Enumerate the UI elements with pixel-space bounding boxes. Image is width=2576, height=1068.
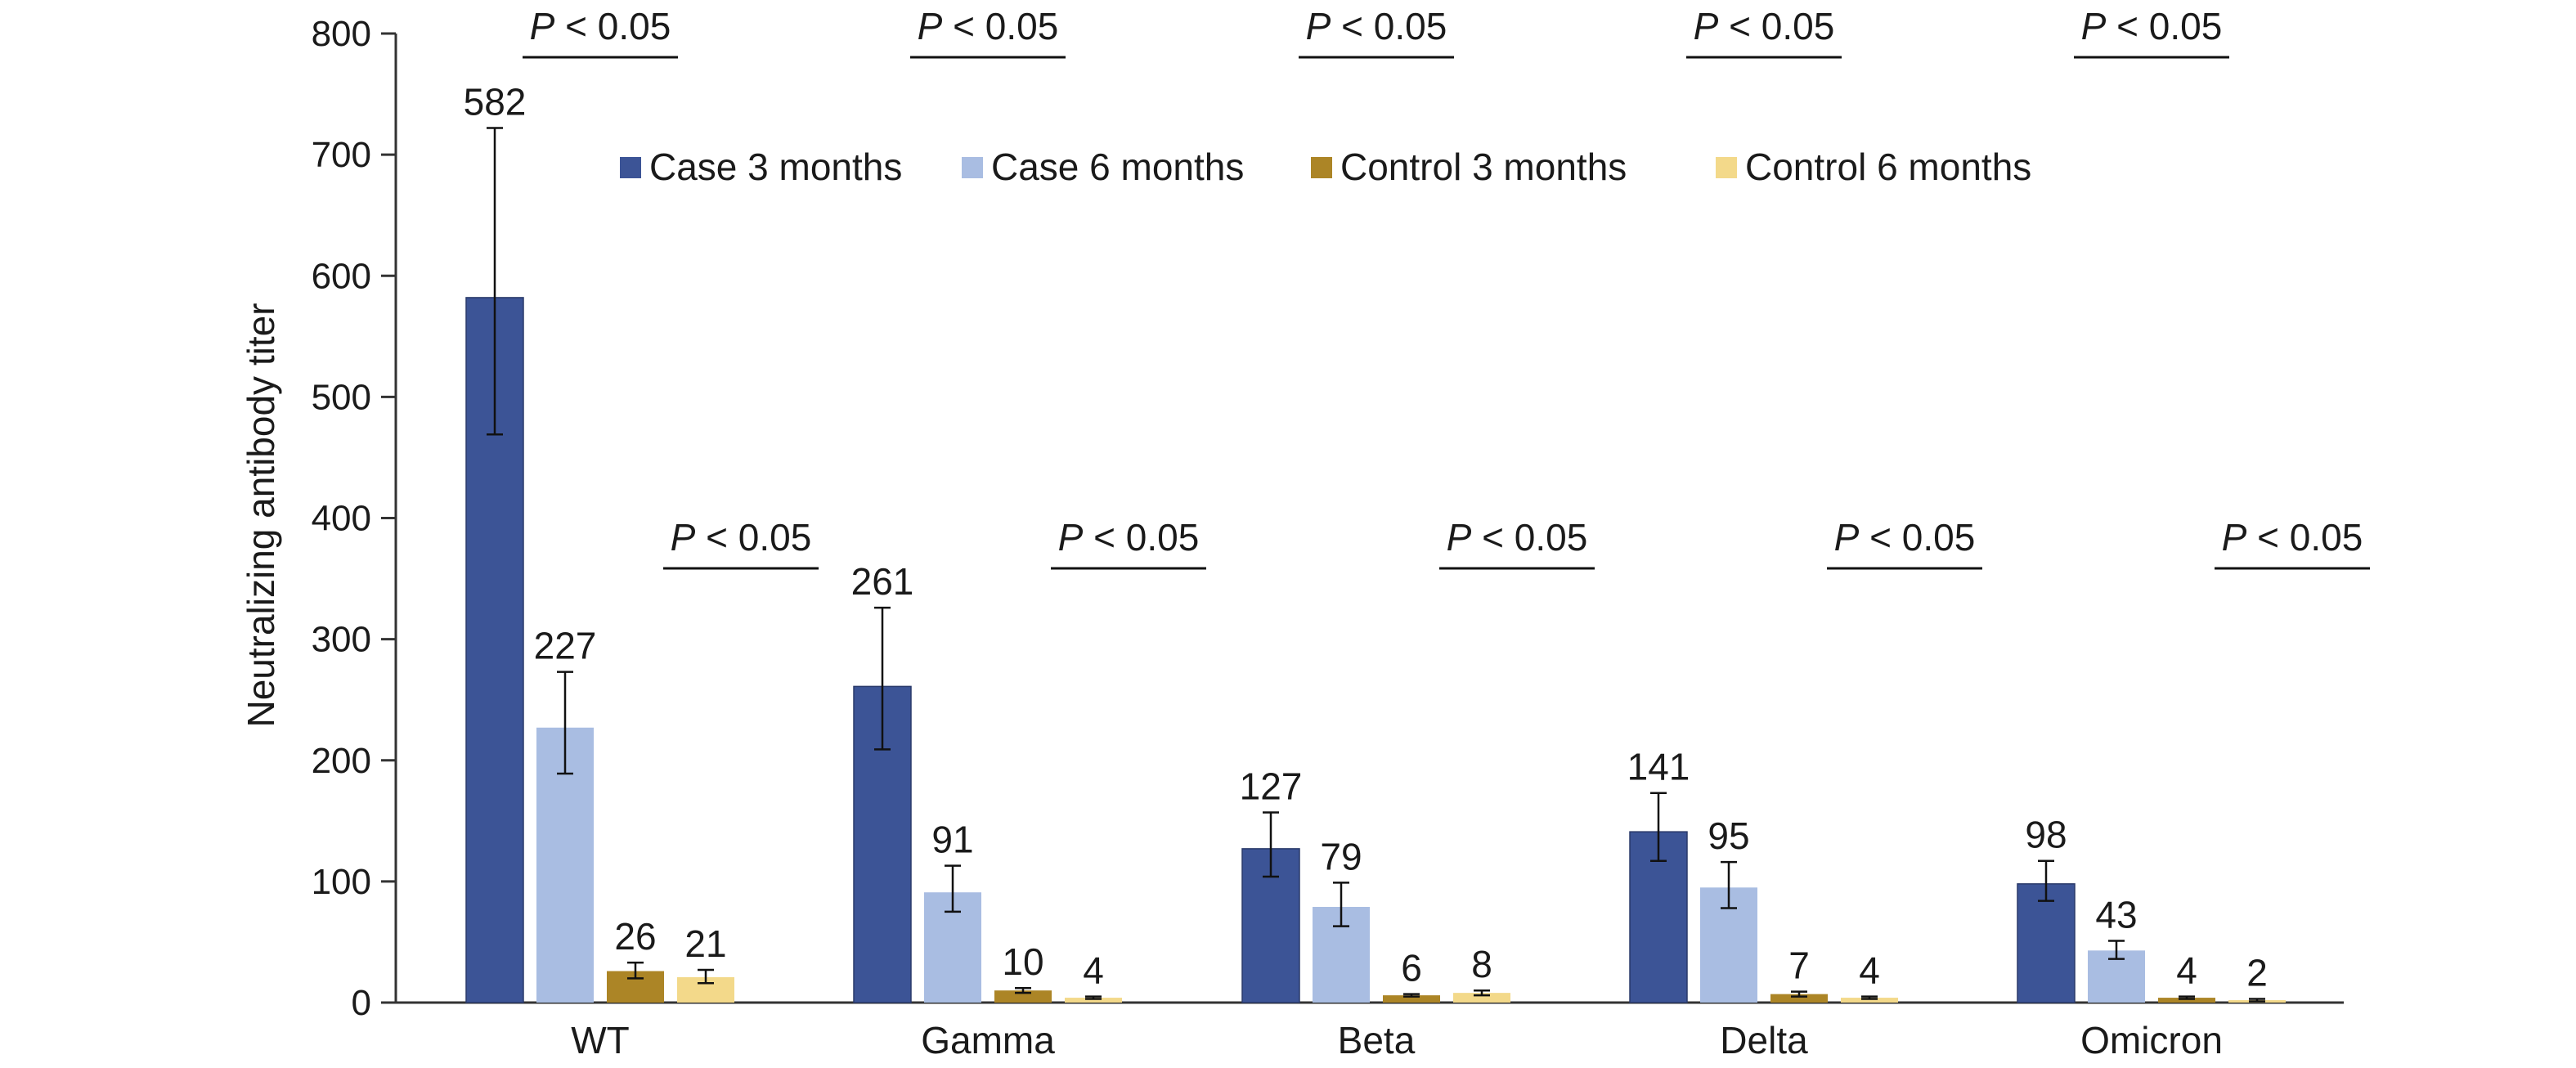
- bar: [1841, 998, 1898, 1003]
- legend-label: Control 3 months: [1340, 146, 1627, 188]
- data-label: 261: [851, 560, 914, 603]
- data-label: 6: [1401, 947, 1422, 989]
- data-label: 4: [1083, 949, 1104, 992]
- data-label: 43: [2095, 893, 2137, 936]
- significance-label: P < 0.05: [2222, 516, 2363, 559]
- x-category-label: Beta: [1338, 1019, 1416, 1061]
- data-label: 227: [534, 625, 597, 667]
- y-tick-label: 100: [312, 862, 371, 902]
- bar: [1065, 998, 1122, 1003]
- y-tick-label: 600: [312, 256, 371, 296]
- bar: [1383, 995, 1440, 1003]
- y-tick-label: 0: [352, 983, 371, 1023]
- y-tick-label: 200: [312, 741, 371, 781]
- legend-label: Case 6 months: [991, 146, 1244, 188]
- data-label: 98: [2025, 814, 2067, 856]
- significance-label: P < 0.05: [918, 5, 1059, 47]
- data-label: 79: [1320, 835, 1362, 877]
- bars: [465, 297, 2286, 1003]
- data-label: 10: [1002, 940, 1043, 983]
- x-category-label: WT: [571, 1019, 630, 1061]
- value-labels: 582 227 26 21 261 91 10 4 127 79 6 8 141 95 7 4 98 43 4 2: [464, 81, 2268, 994]
- legend-swatch: [962, 157, 983, 178]
- bar: [2158, 998, 2215, 1003]
- data-label: 26: [614, 915, 656, 958]
- significance-label: P < 0.05: [530, 5, 671, 47]
- x-axis: WT Gamma Beta Delta Omicron: [396, 1001, 2344, 1061]
- data-label: 91: [931, 819, 973, 861]
- significance-label: P < 0.05: [1306, 5, 1447, 47]
- legend: Case 3 months Case 6 months Control 3 mont…: [620, 146, 2031, 188]
- y-axis-label: Neutralizing antibody titer: [240, 303, 282, 727]
- bar: [994, 990, 1052, 1003]
- significance-label: P < 0.05: [1058, 516, 1200, 559]
- data-label: 2: [2246, 952, 2268, 994]
- data-label: 4: [2176, 949, 2197, 992]
- legend-swatch: [620, 157, 641, 178]
- legend-label: Control 6 months: [1745, 146, 2031, 188]
- y-tick-label: 800: [312, 14, 371, 54]
- x-category-label: Omicron: [2080, 1019, 2223, 1061]
- bar: [1453, 993, 1510, 1003]
- significance-label: P < 0.05: [671, 516, 812, 559]
- data-label: 4: [1859, 949, 1880, 992]
- significance-annotations: P < 0.05 P < 0.05 P < 0.05 P < 0.05 P < 0.05…: [523, 5, 2370, 570]
- x-category-label: Gamma: [921, 1019, 1055, 1061]
- error-bars: [487, 127, 2265, 1003]
- data-label: 582: [464, 81, 527, 123]
- y-tick-label: 300: [312, 620, 371, 660]
- data-label: 141: [1627, 746, 1690, 788]
- bar: [2017, 883, 2076, 1003]
- data-label: 127: [1240, 765, 1303, 807]
- y-axis: 0 100 200 300 400 500 600 700 800: [312, 14, 397, 1023]
- significance-label: P < 0.05: [1834, 516, 1976, 559]
- significance-label: P < 0.05: [1694, 5, 1835, 47]
- legend-label: Case 3 months: [649, 146, 902, 188]
- y-tick-label: 400: [312, 499, 371, 539]
- x-category-label: Delta: [1720, 1019, 1808, 1061]
- legend-swatch: [1716, 157, 1737, 178]
- data-label: 95: [1708, 814, 1749, 857]
- data-label: 21: [684, 922, 726, 965]
- bar: [1770, 994, 1828, 1003]
- data-label: 7: [1788, 945, 1810, 987]
- significance-label: P < 0.05: [1447, 516, 1588, 559]
- y-tick-label: 700: [312, 135, 371, 175]
- significance-label: P < 0.05: [2081, 5, 2223, 47]
- legend-swatch: [1311, 157, 1332, 178]
- data-label: 8: [1471, 943, 1492, 985]
- y-tick-label: 500: [312, 377, 371, 417]
